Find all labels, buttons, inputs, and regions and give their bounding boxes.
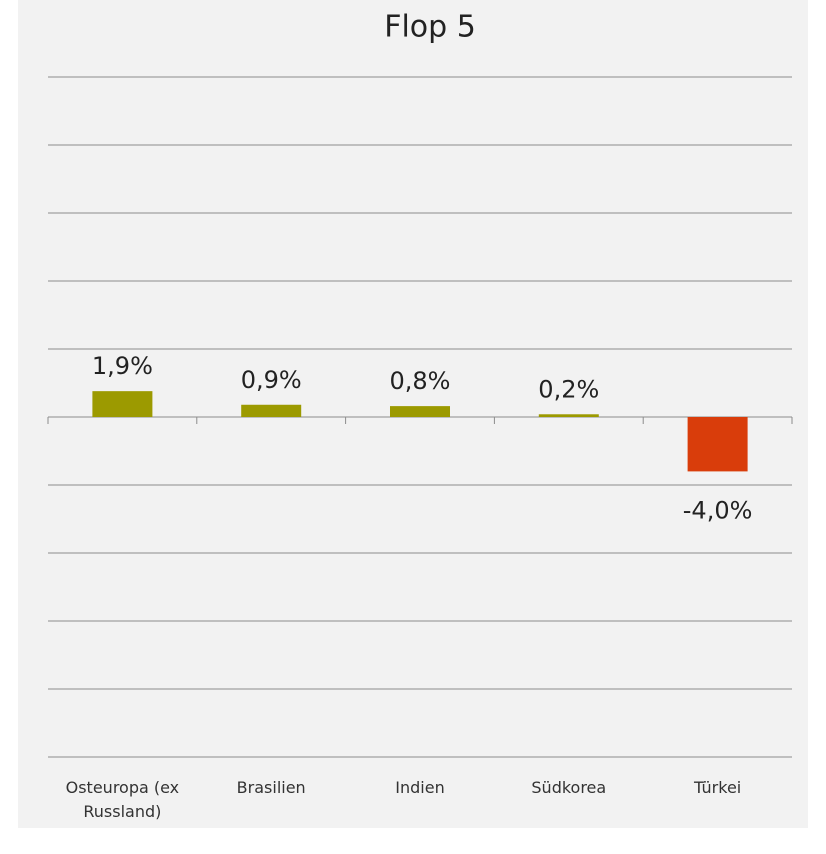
bar bbox=[241, 404, 302, 417]
bar bbox=[390, 406, 450, 417]
x-tick-label: Brasilien bbox=[236, 778, 306, 797]
value-label: 1,9% bbox=[92, 352, 153, 380]
chart-panel: Flop 5 1,9% 0,9% 0,8% 0,2% -4,0% Osteuropa (… bbox=[18, 0, 808, 828]
bar bbox=[687, 417, 748, 472]
chart-title: Flop 5 bbox=[384, 10, 476, 45]
value-label: 0,8% bbox=[390, 367, 451, 395]
x-tick-label: Südkorea bbox=[531, 778, 607, 797]
x-tick-label: Osteuropa (ex Russland) bbox=[65, 778, 180, 821]
value-label: 0,9% bbox=[241, 366, 302, 394]
bar bbox=[538, 414, 599, 417]
value-label: -4,0% bbox=[683, 496, 753, 524]
x-tick-label: Türkei bbox=[693, 778, 742, 797]
chart: Flop 5 1,9% 0,9% 0,8% 0,2% -4,0% bbox=[47, 10, 793, 758]
value-label: 0,2% bbox=[538, 375, 599, 403]
bar bbox=[92, 391, 153, 417]
x-tick-label: Indien bbox=[395, 778, 445, 797]
